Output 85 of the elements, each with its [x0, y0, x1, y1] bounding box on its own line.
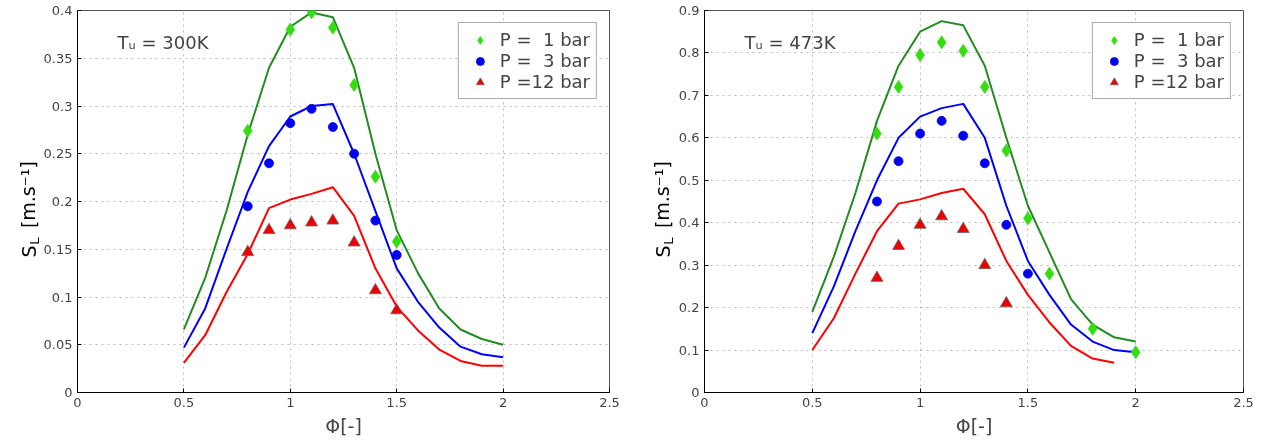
point: [1001, 143, 1012, 158]
point: [305, 215, 318, 227]
y-tick-label: 0.1: [678, 342, 700, 358]
point: [391, 250, 402, 260]
legend-label: P = 3 bar: [499, 50, 590, 71]
point: [1044, 266, 1055, 281]
x-tick-label: 1: [286, 394, 295, 410]
legend-label: P = 3 bar: [1133, 50, 1224, 71]
y-tick-label: 0.6: [678, 130, 700, 146]
point: [390, 303, 404, 315]
point: [936, 35, 947, 50]
point: [242, 201, 253, 212]
point: [264, 158, 274, 169]
y-tick-label: 0.7: [678, 87, 700, 103]
y-tick-label: 0.25: [43, 146, 73, 162]
point: [285, 118, 296, 129]
x-tick-label: 0.5: [801, 394, 823, 410]
y-tick-label: 0.3: [51, 98, 73, 114]
point: [369, 282, 382, 295]
point: [370, 169, 381, 184]
point: [872, 196, 882, 207]
x-tick-label: 2: [498, 394, 508, 410]
x-tick-label: 2.5: [599, 394, 620, 410]
point: [979, 158, 990, 169]
point: [326, 213, 340, 225]
y-tick-label: 0.4: [51, 3, 73, 18]
point: [349, 78, 359, 92]
point: [1023, 268, 1033, 279]
point: [370, 215, 381, 226]
point: [1130, 345, 1141, 360]
y-tick-label: 0.8: [678, 45, 700, 61]
point: [241, 244, 255, 256]
y-tick-label: 0.4: [678, 215, 700, 231]
point: [892, 238, 905, 250]
y-tick-label: 0.5: [678, 172, 700, 188]
point: [349, 148, 360, 159]
y-axis-title: SL [m.s⁻¹]: [651, 161, 676, 258]
point: [958, 130, 969, 141]
x-axis-title: Φ[-]: [955, 414, 993, 437]
point: [980, 80, 990, 94]
y-tick-label: 0.9: [678, 3, 700, 18]
line-series: [182, 103, 505, 359]
point: [913, 217, 927, 229]
y-axis-title: SL [m.s⁻¹]: [17, 161, 42, 258]
legend-label: P =12 bar: [1133, 71, 1224, 92]
point: [915, 128, 925, 139]
legend-label: P = 1 bar: [1133, 29, 1224, 50]
point: [893, 80, 904, 94]
y-tick-label: 0.2: [678, 300, 700, 316]
point: [1001, 219, 1012, 230]
x-tick-label: 2.5: [1233, 394, 1254, 410]
point: [935, 209, 949, 221]
point: [978, 257, 992, 270]
point: [893, 156, 904, 167]
point: [327, 122, 338, 132]
point: [283, 218, 297, 230]
x-tick-label: 2: [1131, 394, 1140, 410]
x-axis-title: Φ[-]: [325, 414, 362, 437]
point: [915, 48, 925, 62]
point: [285, 22, 296, 37]
y-tick-label: 0.35: [43, 50, 73, 66]
point: [347, 235, 361, 247]
point: [956, 221, 970, 233]
y-tick-label: 0.05: [43, 337, 73, 353]
point: [262, 222, 276, 235]
point: [936, 115, 947, 126]
line-series: [182, 186, 505, 367]
x-tick-label: 1: [915, 394, 925, 410]
x-tick-label: 1.5: [1017, 394, 1039, 410]
x-tick-label: 1.5: [386, 394, 408, 410]
point: [391, 234, 402, 249]
y-tick-label: 0.15: [43, 241, 73, 257]
annotation: Tᵤ = 300K: [116, 31, 210, 53]
legend-label: P =12 bar: [499, 71, 590, 92]
point: [870, 270, 884, 282]
line-series: [811, 187, 1116, 364]
annotation: Tᵤ = 473K: [743, 31, 837, 53]
y-tick-label: 0.1: [51, 289, 73, 305]
point: [1087, 321, 1098, 336]
legend-label: P = 1 bar: [499, 29, 590, 50]
y-tick-label: 0.2: [51, 194, 73, 209]
point: [999, 296, 1013, 308]
x-tick-label: 0.5: [173, 394, 195, 410]
y-tick-label: 0.3: [678, 257, 700, 273]
point: [306, 103, 317, 114]
